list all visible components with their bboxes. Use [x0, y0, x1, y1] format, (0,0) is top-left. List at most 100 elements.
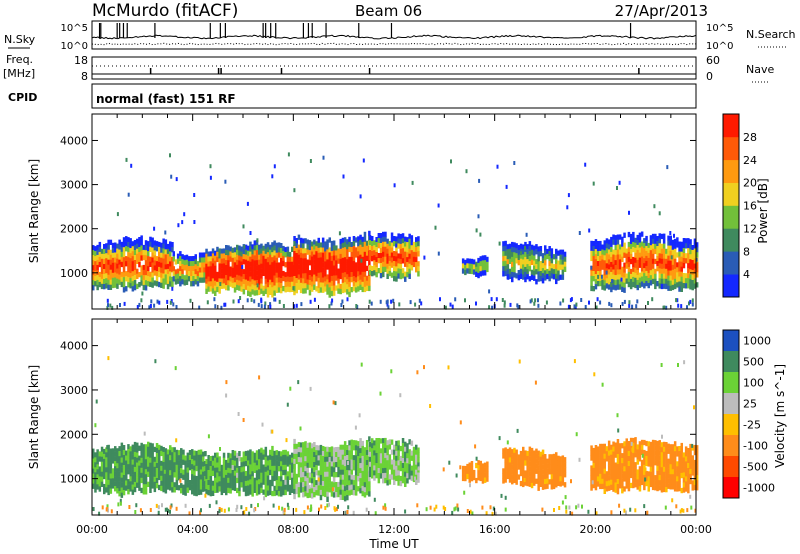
velocity-scatter: [354, 425, 357, 430]
velocity-scatter: [94, 423, 97, 428]
velocity-cell: [193, 485, 196, 491]
power-scatter: [566, 205, 569, 210]
velocity-cell: [386, 445, 389, 451]
velocity-cell: [249, 459, 252, 465]
velocity-cell: [621, 453, 624, 459]
power-cell: [253, 280, 257, 286]
power-cell: [273, 265, 276, 271]
power-cell: [506, 259, 510, 265]
velocity-cell: [607, 460, 611, 466]
power-cell: [321, 247, 325, 253]
power-cell: [373, 250, 376, 256]
power-cell: [671, 269, 675, 276]
velocity-cell: [209, 491, 213, 497]
velocity-cell: [625, 478, 628, 484]
velocity-cell: [242, 456, 246, 462]
velocity-cell: [332, 482, 336, 488]
power-cell: [251, 249, 254, 255]
power-cell: [162, 253, 165, 259]
velocity-scatter: [106, 504, 109, 509]
power-cell: [382, 236, 385, 243]
power-cell: [504, 270, 507, 277]
power-cell: [183, 280, 186, 286]
velocity-scatter: [154, 359, 157, 364]
power-cell: [247, 265, 250, 271]
velocity-cell: [308, 462, 312, 468]
velocity-cell: [382, 453, 385, 459]
power-cell: [406, 262, 409, 268]
velocity-cell: [297, 482, 301, 488]
velocity-cell: [253, 452, 257, 458]
velocity-cell: [649, 481, 653, 488]
power-cell: [122, 277, 126, 283]
velocity-cell: [346, 455, 349, 461]
velocity-cell: [651, 449, 655, 456]
velocity-scatter: [204, 493, 207, 498]
power-cell: [142, 279, 146, 286]
velocity-scatter: [593, 372, 596, 377]
velocity-cell: [193, 490, 196, 496]
velocity-cell: [541, 454, 545, 460]
velocity-cell: [388, 464, 392, 470]
power-cell: [171, 262, 174, 268]
power-cell: [502, 261, 505, 267]
power-cell: [629, 278, 633, 285]
velocity-cell: [231, 465, 235, 471]
velocity-cell: [280, 476, 283, 482]
power-cell: [662, 268, 666, 274]
velocity-cell: [401, 443, 405, 449]
velocity-cell: [693, 469, 697, 476]
power-cell: [227, 280, 230, 286]
power-cell: [502, 251, 505, 257]
power-cell: [129, 253, 132, 259]
velocity-cell: [286, 461, 290, 467]
power-scatter: [271, 174, 274, 179]
power-scatter: [106, 298, 109, 303]
velocity-cell: [522, 446, 525, 453]
power-cell: [335, 260, 338, 266]
power-cell: [339, 258, 342, 265]
velocity-cell: [111, 468, 115, 474]
velocity-cell: [335, 457, 338, 463]
power-cell: [337, 253, 340, 259]
velocity-cell: [236, 462, 239, 469]
velocity-cell: [275, 485, 279, 491]
velocity-cell: [506, 458, 510, 465]
velocity-cell: [222, 472, 226, 478]
power-cell: [142, 244, 146, 251]
power-cell: [205, 263, 208, 269]
velocity-cell: [477, 460, 480, 466]
power-cell: [623, 287, 626, 293]
power-cell: [395, 266, 398, 272]
velocity-scatter: [618, 503, 621, 508]
velocity-cell: [125, 450, 128, 456]
velocity-cell: [346, 485, 349, 491]
velocity-cell: [656, 460, 659, 467]
power-cell: [185, 279, 189, 285]
velocity-cell: [151, 443, 154, 449]
velocity-scatter: [326, 503, 329, 508]
velocity-cell: [590, 455, 593, 461]
power-cell: [667, 285, 670, 291]
power-cell: [680, 241, 683, 247]
velocity-scatter: [328, 502, 330, 507]
velocity-cell: [222, 457, 226, 463]
velocity-cell: [397, 455, 400, 461]
power-cell: [181, 259, 184, 265]
power-cell: [136, 238, 139, 244]
velocity-cell: [339, 479, 342, 485]
velocity-cell: [546, 458, 549, 464]
power-scatter: [153, 226, 156, 231]
velocity-cell: [417, 462, 420, 468]
velocity-cell: [324, 461, 327, 468]
power-scatter: [488, 289, 491, 294]
power-cell: [654, 273, 657, 280]
power-cell: [537, 251, 540, 257]
power-cell: [607, 284, 611, 290]
power-cell: [282, 285, 285, 292]
velocity-cell: [379, 458, 383, 464]
power-scatter: [293, 188, 296, 193]
power-cell: [149, 241, 152, 247]
velocity-cell: [645, 460, 648, 467]
power-cell: [695, 272, 699, 278]
